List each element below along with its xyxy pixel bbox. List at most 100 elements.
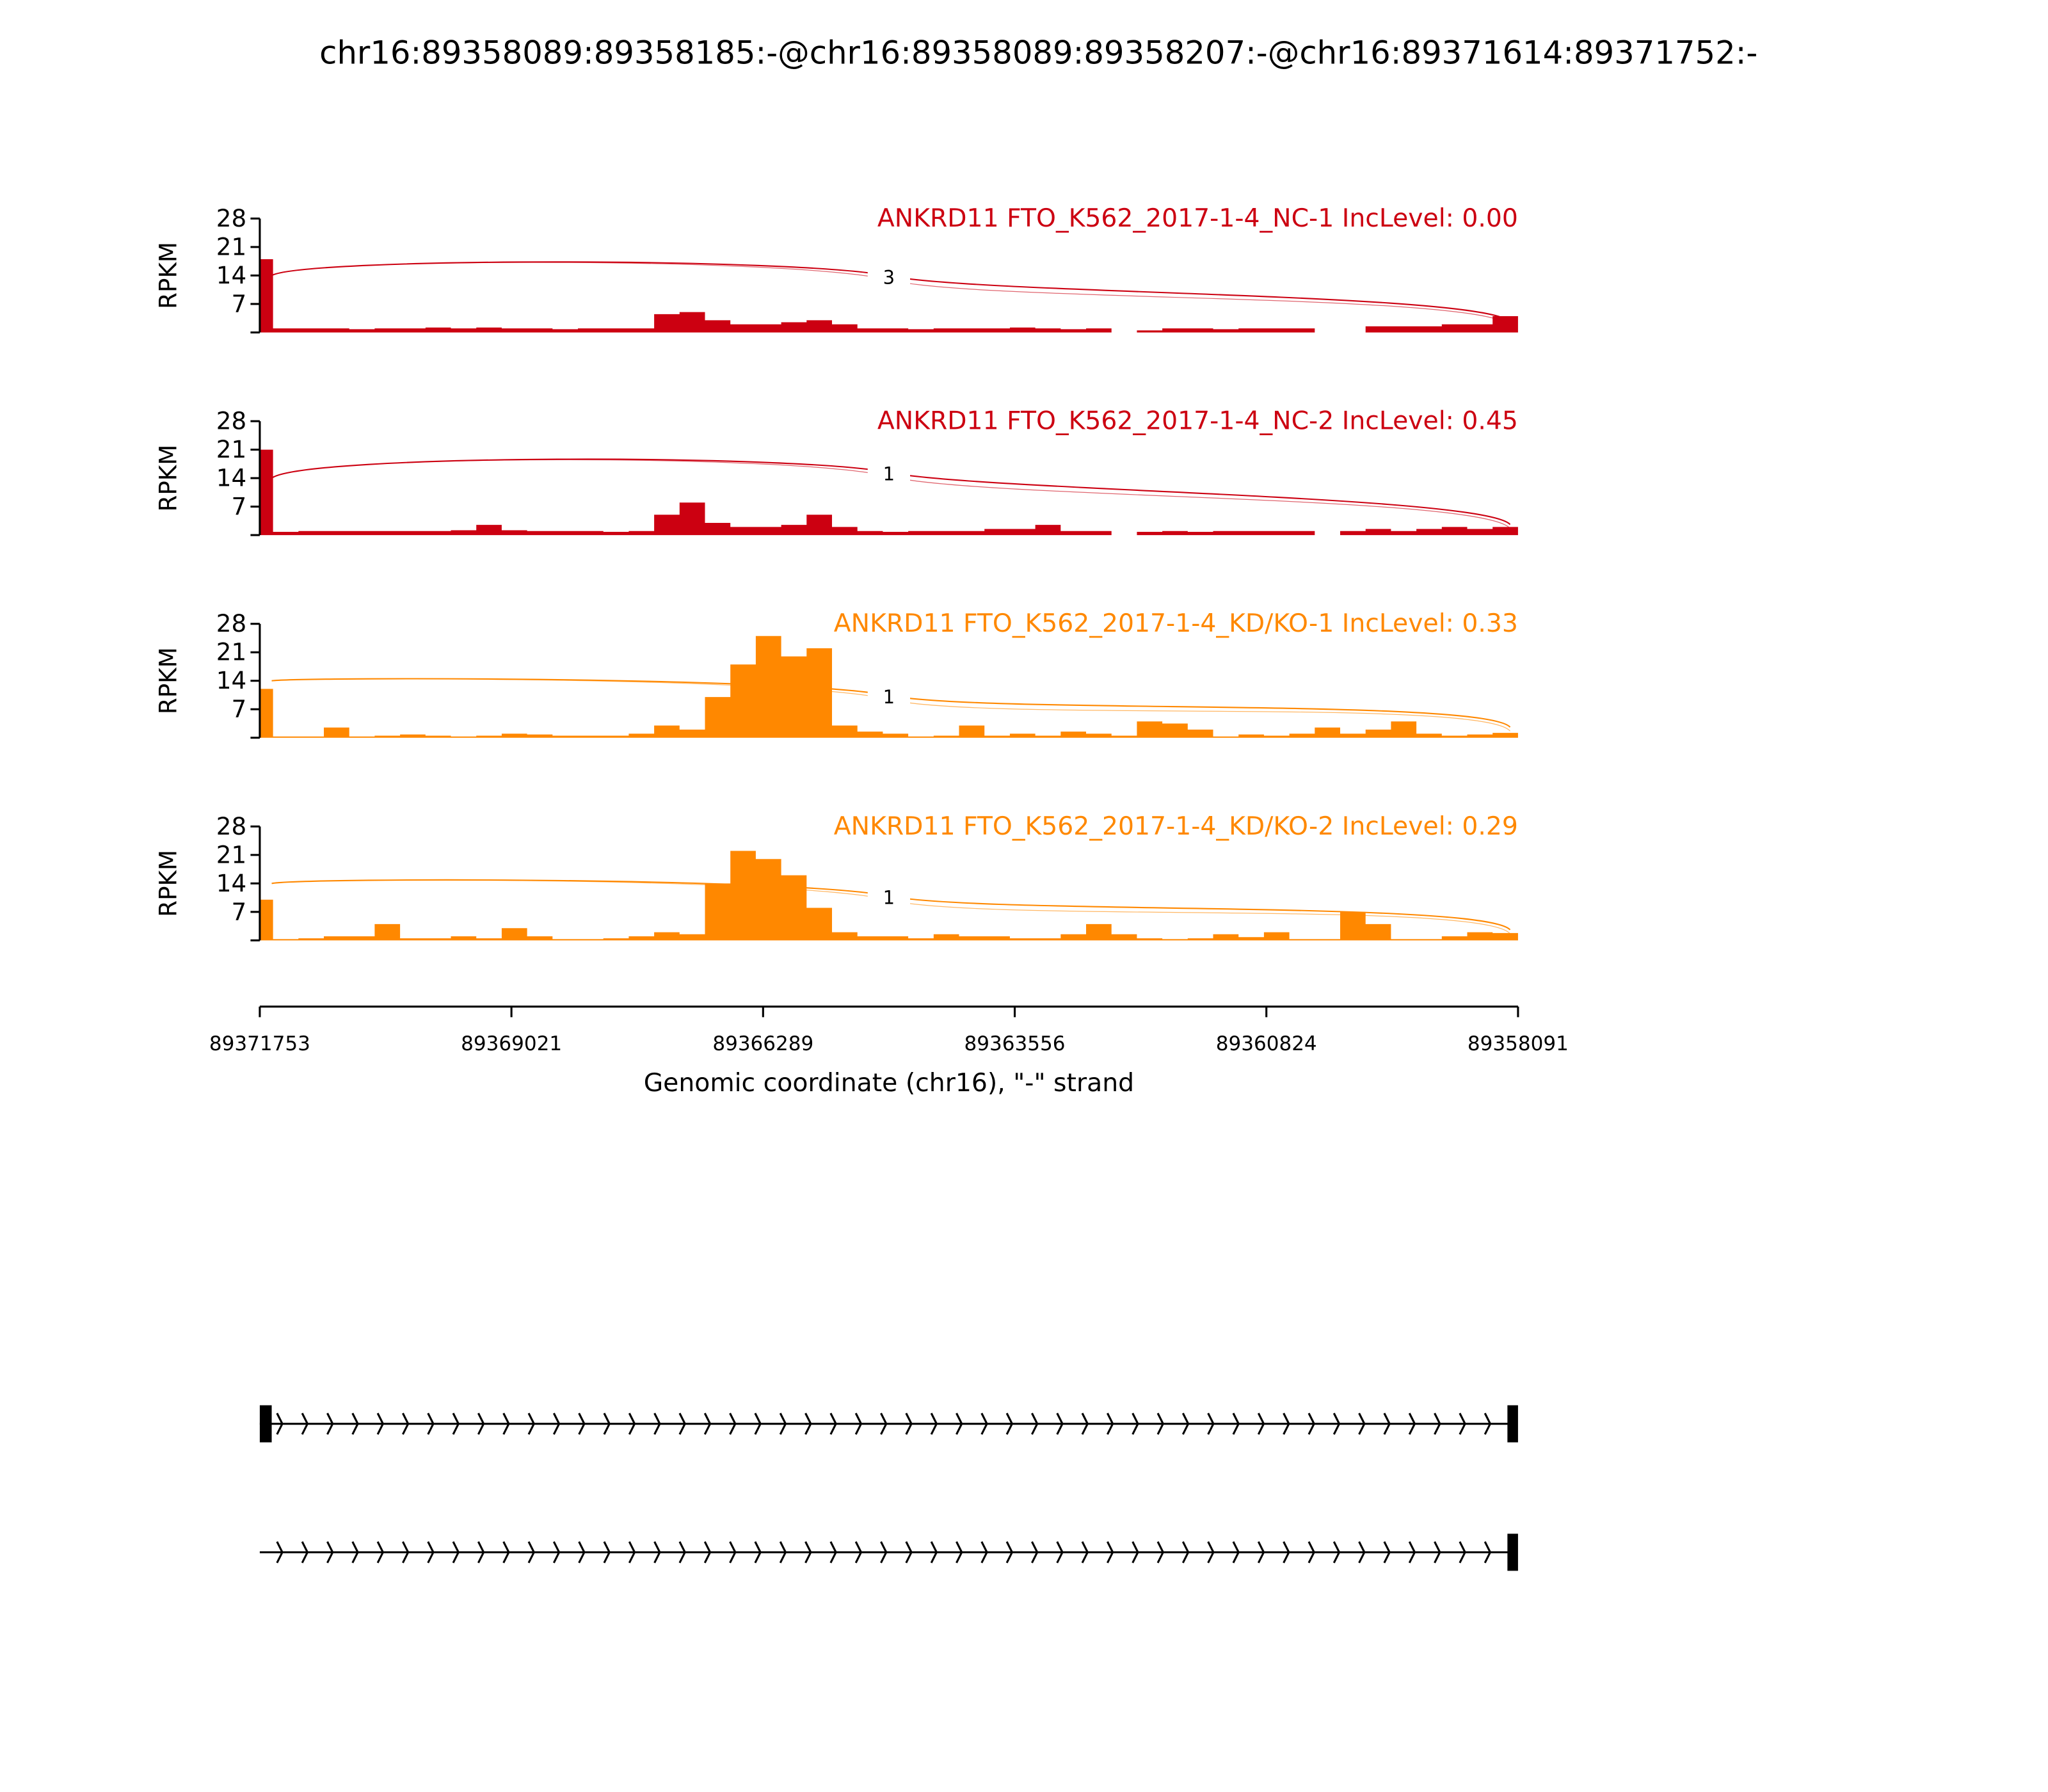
y-tick-label: 28 <box>216 609 246 637</box>
strand-arrow-icon <box>880 1541 888 1564</box>
strand-arrow-icon <box>1283 1541 1290 1564</box>
junction-count-label: 1 <box>883 463 895 485</box>
y-axis-label: RPKM <box>154 647 182 714</box>
strand-arrow-icon <box>1434 1541 1441 1564</box>
strand-arrow-icon <box>653 1541 661 1564</box>
strand-arrow-icon <box>1459 1412 1466 1435</box>
strand-arrow-icon <box>1056 1541 1064 1564</box>
y-tick-label: 14 <box>216 869 246 897</box>
strand-arrow-icon <box>1005 1541 1014 1564</box>
strand-arrow-icon <box>1156 1541 1165 1564</box>
y-tick-label: 14 <box>216 261 246 289</box>
strand-arrow-icon <box>1332 1412 1341 1435</box>
strand-arrow-icon <box>754 1412 762 1435</box>
exon <box>1507 1533 1518 1571</box>
strand-arrow-icon <box>1081 1541 1089 1564</box>
x-axis: 89371753 89369021 89366289 89363556 89360824… <box>209 1005 1569 1055</box>
y-tick-label: 7 <box>232 289 247 317</box>
strand-arrow-icon <box>452 1541 460 1564</box>
strand-arrow-icon <box>326 1412 334 1435</box>
strand-arrow-icon <box>779 1412 787 1435</box>
strand-arrow-icon <box>1005 1412 1014 1435</box>
y-tick-label: 28 <box>216 812 246 840</box>
y-tick-label: 21 <box>216 638 246 666</box>
x-tick-label: 89371753 <box>209 1032 310 1055</box>
strand-arrow-icon <box>578 1541 586 1564</box>
strand-arrow-icon <box>854 1412 863 1435</box>
strand-arrow-icon <box>351 1541 359 1564</box>
strand-arrow-icon <box>930 1412 938 1435</box>
strand-arrow-icon <box>527 1541 536 1564</box>
junction-count-label: 3 <box>883 267 895 289</box>
exon <box>1507 1405 1518 1443</box>
strand-arrow-icon <box>502 1541 510 1564</box>
y-tick-label: 21 <box>216 232 246 260</box>
strand-arrow-icon <box>905 1412 913 1435</box>
x-tick-label: 89358091 <box>1468 1032 1569 1055</box>
strand-arrow-icon <box>402 1412 410 1435</box>
strand-arrow-icon <box>477 1541 485 1564</box>
strand-arrow-icon <box>276 1541 284 1564</box>
strand-arrow-icon <box>1484 1541 1492 1564</box>
strand-arrow-icon <box>1181 1412 1190 1435</box>
strand-arrow-icon <box>276 1412 284 1435</box>
strand-arrow-icon <box>754 1541 762 1564</box>
strand-arrow-icon <box>376 1412 385 1435</box>
strand-arrow-icon <box>729 1541 737 1564</box>
x-axis-label: Genomic coordinate (chr16), "-" strand <box>644 1069 1134 1098</box>
strand-arrow-icon <box>1132 1412 1139 1435</box>
junction-count-label: 1 <box>883 886 895 908</box>
chart-title: chr16:89358089:89358185:-@chr16:89358089… <box>319 34 1757 71</box>
strand-arrow-icon <box>427 1412 435 1435</box>
isoform <box>259 1405 1518 1443</box>
strand-arrow-icon <box>1459 1541 1466 1564</box>
track-title: ANKRD11 FTO_K562_2017-1-4_KD/KO-2 IncLev… <box>834 812 1518 841</box>
track-title: ANKRD11 FTO_K562_2017-1-4_NC-2 IncLevel:… <box>877 407 1518 436</box>
strand-arrow-icon <box>1132 1541 1139 1564</box>
x-tick-label: 89369021 <box>461 1032 562 1055</box>
y-tick-label: 14 <box>216 463 246 492</box>
x-tick-label: 89366289 <box>712 1032 813 1055</box>
strand-arrow-icon <box>905 1541 913 1564</box>
track-title: ANKRD11 FTO_K562_2017-1-4_NC-1 IncLevel:… <box>877 204 1518 233</box>
strand-arrow-icon <box>1081 1412 1089 1435</box>
strand-arrow-icon <box>804 1412 812 1435</box>
y-tick-label: 21 <box>216 435 246 463</box>
strand-arrow-icon <box>703 1541 712 1564</box>
strand-arrow-icon <box>1232 1412 1240 1435</box>
strand-arrow-icon <box>603 1541 611 1564</box>
exon <box>259 1405 272 1443</box>
strand-arrow-icon <box>552 1412 561 1435</box>
strand-arrow-icon <box>1383 1412 1391 1435</box>
gene-structure <box>259 1405 1518 1571</box>
strand-arrow-icon <box>552 1541 561 1564</box>
strand-arrow-icon <box>1257 1541 1265 1564</box>
strand-arrow-icon <box>1408 1541 1416 1564</box>
strand-arrow-icon <box>1383 1541 1391 1564</box>
strand-arrow-icon <box>1332 1541 1341 1564</box>
y-tick-label: 28 <box>216 407 246 435</box>
strand-arrow-icon <box>1434 1412 1441 1435</box>
strand-arrow-icon <box>351 1412 359 1435</box>
strand-arrow-icon <box>956 1541 963 1564</box>
y-tick-label: 7 <box>232 695 247 723</box>
strand-arrow-icon <box>854 1541 863 1564</box>
strand-arrow-icon <box>956 1412 963 1435</box>
coverage-area <box>259 851 1518 941</box>
y-axis-label: RPKM <box>154 242 182 309</box>
isoform <box>259 1533 1518 1571</box>
strand-arrow-icon <box>653 1412 661 1435</box>
strand-arrow-icon <box>628 1412 636 1435</box>
strand-arrow-icon <box>502 1412 510 1435</box>
strand-arrow-icon <box>1257 1412 1265 1435</box>
strand-arrow-icon <box>452 1412 460 1435</box>
strand-arrow-icon <box>1207 1412 1215 1435</box>
strand-arrow-icon <box>1207 1541 1215 1564</box>
strand-arrow-icon <box>402 1541 410 1564</box>
y-tick-label: 7 <box>232 492 247 520</box>
strand-arrow-icon <box>980 1541 988 1564</box>
